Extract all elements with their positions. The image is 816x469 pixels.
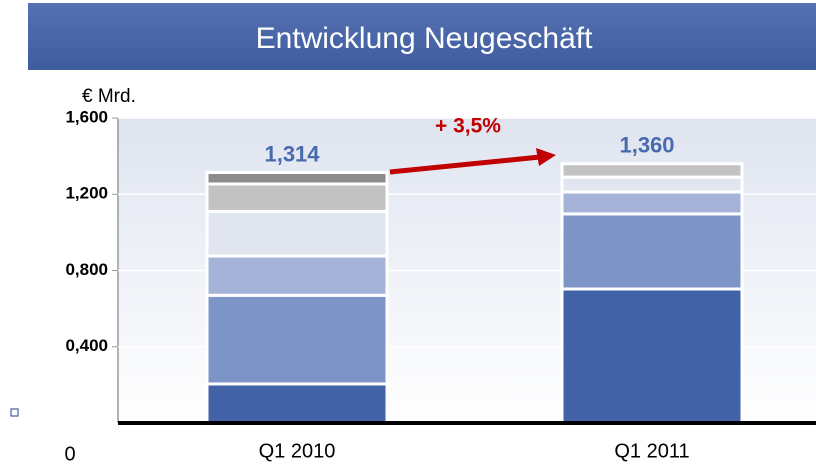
total-label: 1,360 — [619, 133, 674, 158]
growth-arrow — [389, 154, 541, 175]
bar-segment — [560, 212, 744, 291]
bar-segment — [560, 175, 744, 194]
bar-segment — [205, 171, 389, 186]
y-tick-label: 0,800 — [65, 260, 108, 279]
x-tick-label: Q1 2010 — [259, 440, 336, 462]
bar-segment — [205, 293, 389, 386]
bar-segment — [205, 254, 389, 297]
total-label: 1,314 — [264, 141, 320, 166]
bar-segment — [205, 182, 389, 213]
bar-segment — [560, 190, 744, 216]
bar-segment — [560, 162, 744, 179]
bar-segment — [205, 382, 389, 425]
x-tick-label: Q1 2011 — [614, 440, 689, 462]
marker-square — [10, 408, 19, 417]
title-banner — [28, 3, 816, 70]
y-tick-label: 0,400 — [65, 336, 108, 355]
y-tick-label: 1,600 — [65, 107, 108, 126]
bar-segment — [205, 209, 389, 258]
y-tick-label: 1,200 — [65, 184, 108, 203]
bar-segment — [560, 287, 744, 425]
arrow-head — [536, 148, 556, 166]
annotation: + 3,5% — [435, 115, 501, 138]
y-axis-label: € Mrd. — [82, 86, 136, 107]
chart-title: Entwicklung Neugeschäft — [256, 22, 594, 55]
y-tick-label: 0 — [64, 443, 75, 465]
